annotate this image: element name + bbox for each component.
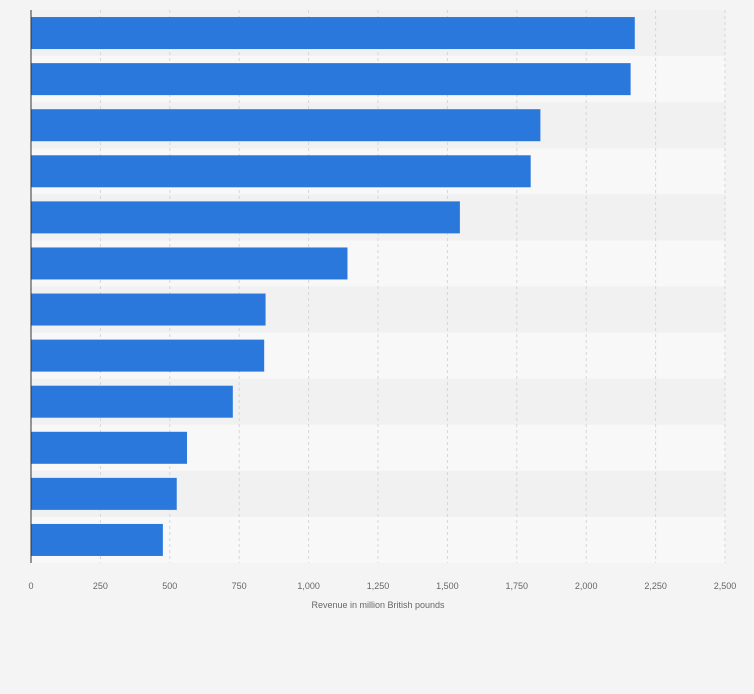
x-tick-label: 1,500: [436, 581, 459, 591]
x-tick-label: 2,250: [644, 581, 667, 591]
bar[interactable]: [31, 155, 531, 188]
bar[interactable]: [31, 247, 348, 280]
bar[interactable]: [31, 63, 631, 96]
bar[interactable]: [31, 339, 265, 372]
x-axis-label: Revenue in million British pounds: [311, 600, 445, 610]
x-tick-label: 0: [28, 581, 33, 591]
x-tick-label: 250: [93, 581, 108, 591]
x-tick-label: 750: [232, 581, 247, 591]
bar[interactable]: [31, 431, 188, 464]
bar[interactable]: [31, 523, 163, 556]
bar[interactable]: [31, 293, 266, 326]
bars: [31, 17, 635, 556]
x-tick-label: 1,000: [297, 581, 320, 591]
gridlines: [99, 10, 726, 563]
bar[interactable]: [31, 385, 233, 418]
bar[interactable]: [31, 109, 541, 142]
x-tick-label: 500: [162, 581, 177, 591]
bar[interactable]: [31, 477, 177, 510]
x-tick-labels: 0 250 500 750 1,000 1,250 1,500 1,750 2,000 2,250…: [28, 581, 736, 591]
x-tick-label: 2,000: [575, 581, 598, 591]
x-tick-label: 1,250: [367, 581, 390, 591]
bar[interactable]: [31, 17, 635, 50]
bar[interactable]: [31, 201, 460, 234]
x-tick-label: 2,500: [714, 581, 737, 591]
x-tick-label: 1,750: [506, 581, 529, 591]
